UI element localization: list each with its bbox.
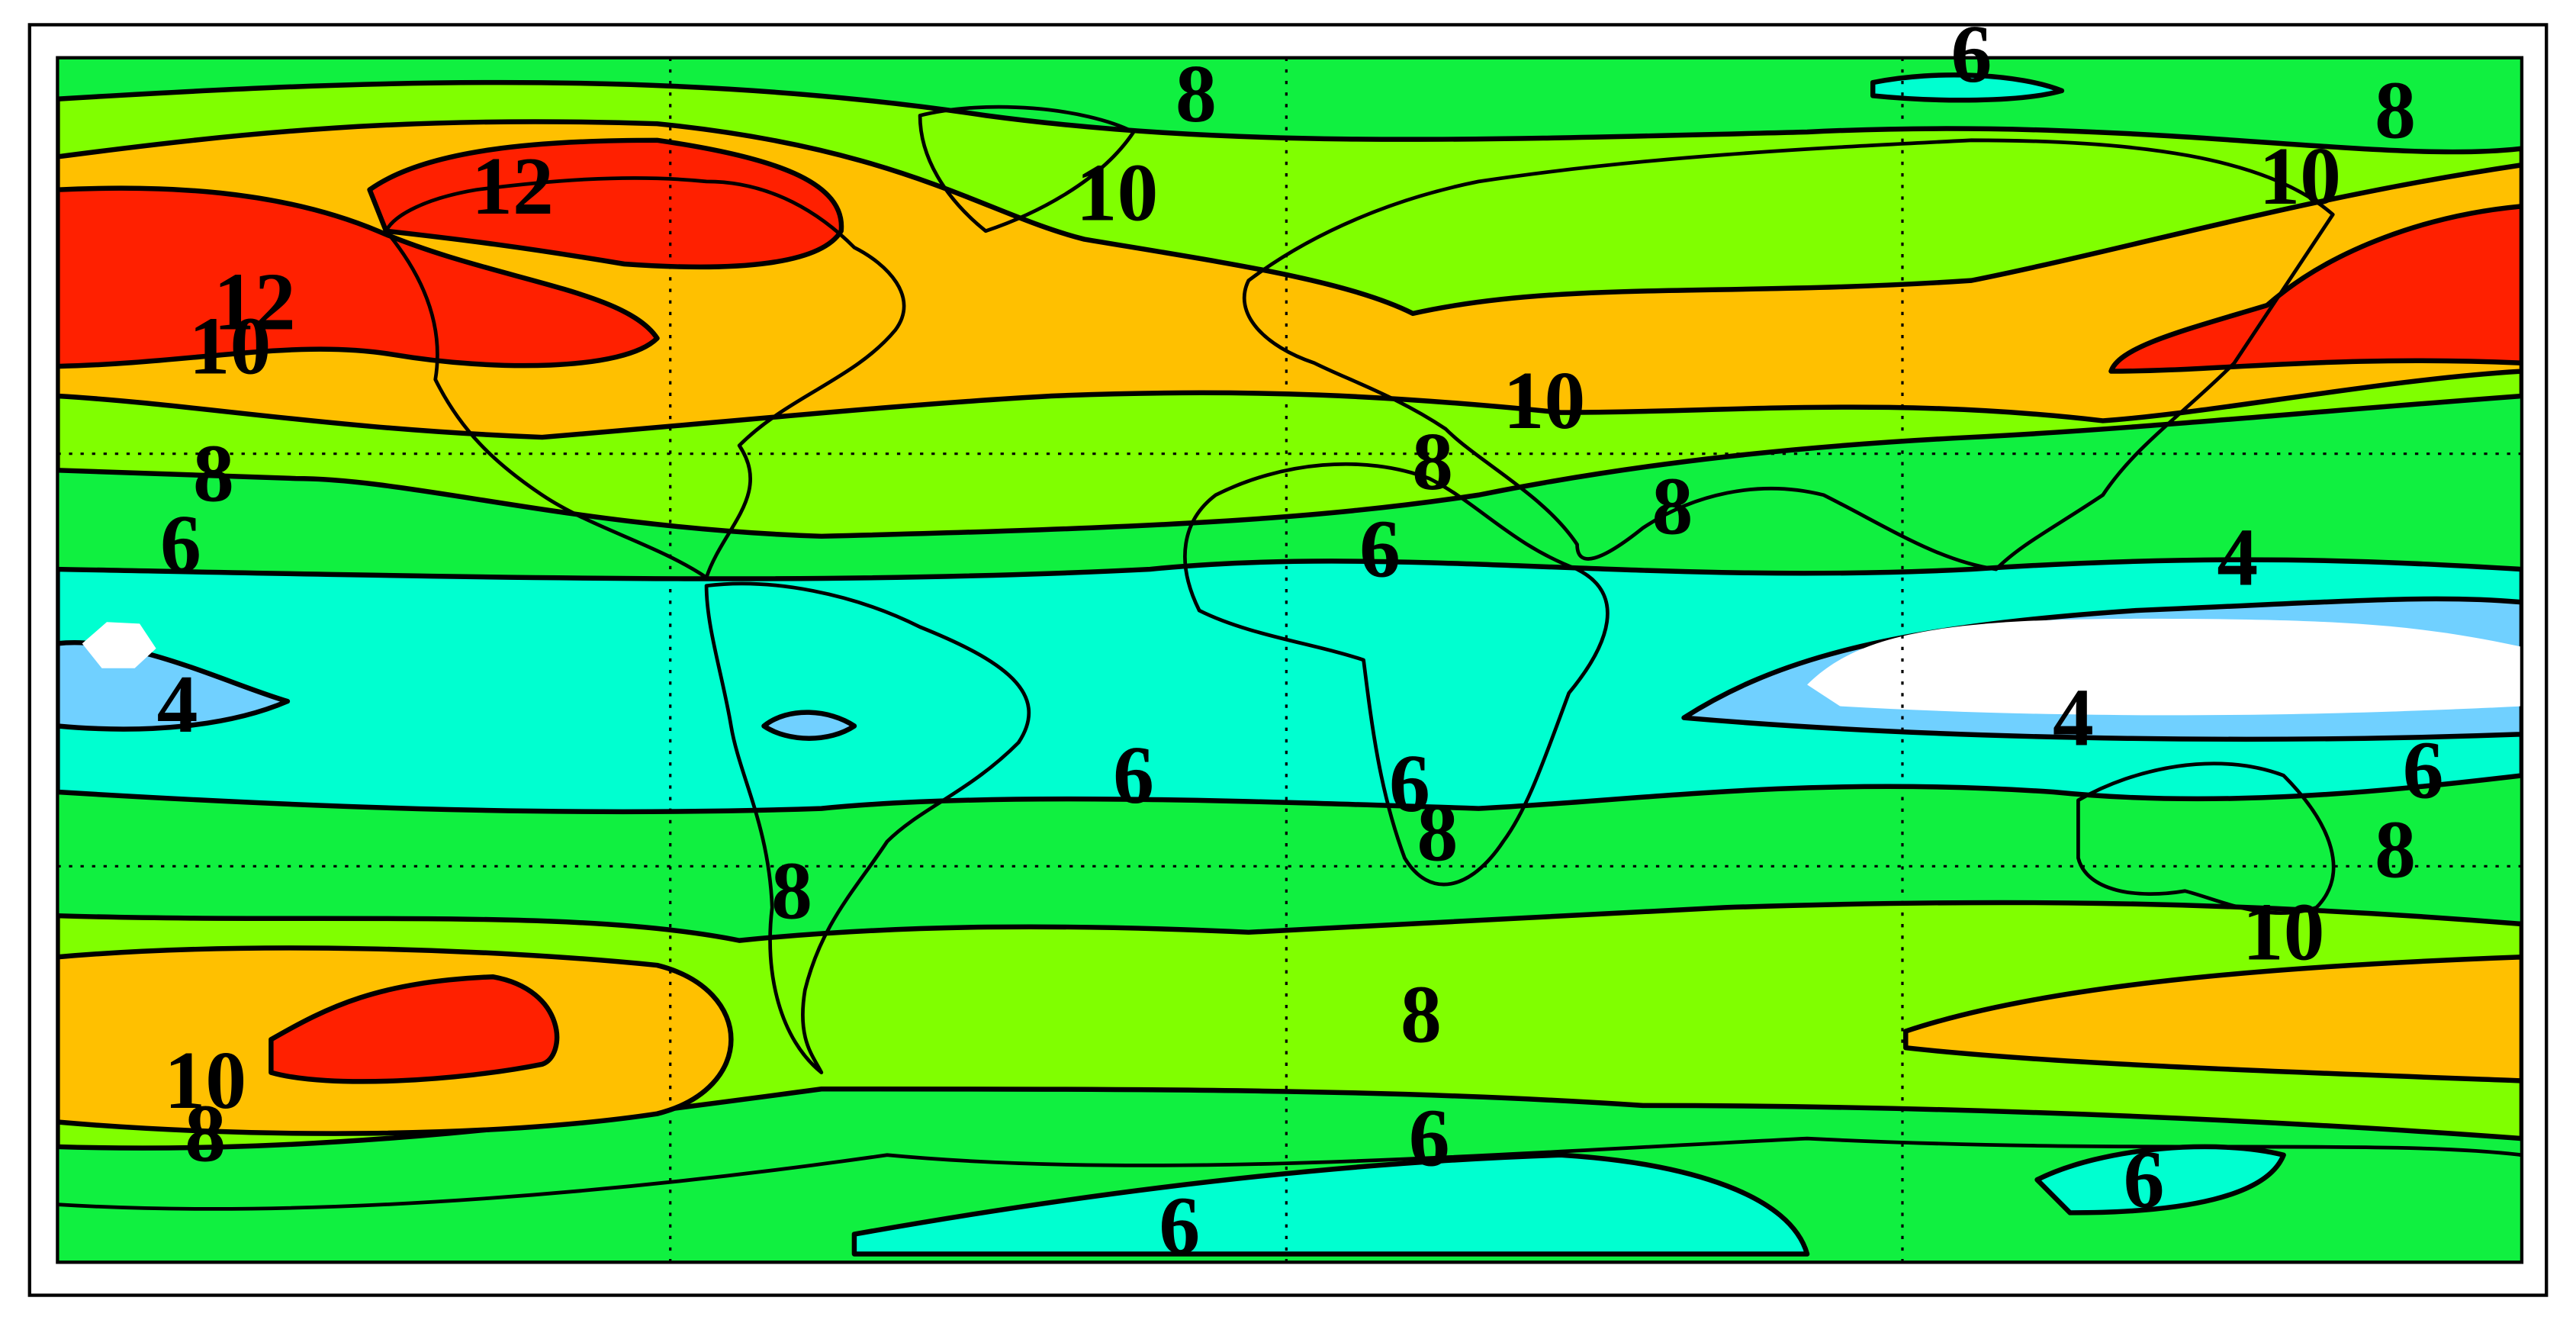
contour-label: 10 (189, 301, 272, 392)
contour-label: 6 (160, 499, 201, 590)
band-red-asia (2108, 204, 2522, 374)
patch-white-west (82, 622, 156, 668)
contour-label: 8 (1652, 461, 1693, 552)
contour-label: 4 (2217, 512, 2258, 603)
band-cyan-south (851, 1152, 1810, 1257)
field (57, 57, 2522, 1263)
contour-label: 6 (1951, 9, 1992, 100)
contour-label: 6 (1159, 1180, 1200, 1271)
patch-lightblue-amazon (761, 710, 857, 741)
coast-greenland (918, 105, 1136, 233)
coastlines (57, 105, 2522, 1211)
coast-north-america (384, 176, 906, 580)
contour-label: 10 (164, 1035, 246, 1126)
contour-label: 6 (2403, 725, 2444, 816)
contour-label: 6 (1389, 739, 1430, 829)
band-red-south (269, 974, 560, 1084)
plot-frame (56, 56, 2524, 1264)
contour-label: 8 (771, 845, 812, 936)
contour-label: 12 (214, 256, 296, 347)
band-cyan-tropics (57, 557, 2522, 815)
contour-label: 4 (2053, 672, 2094, 763)
contour-label: 8 (185, 1088, 226, 1179)
contour-label: 8 (1175, 49, 1217, 140)
coast-south-america (704, 581, 1031, 1075)
contour-label: 6 (1409, 1093, 1450, 1184)
contour-label: 6 (1113, 730, 1154, 821)
contour-label: 8 (1412, 417, 1453, 507)
contour-label: 10 (1076, 147, 1159, 238)
band-orange-south-east (1903, 955, 2522, 1083)
coast-africa (1183, 462, 1610, 887)
graticule (57, 57, 2522, 1263)
contour-label: 8 (1401, 969, 1442, 1060)
patch-cyan-arctic (1870, 72, 2065, 103)
contour-label: 4 (157, 659, 198, 750)
contour-label: 6 (1359, 504, 1401, 595)
patch-cyan-south-east (2034, 1144, 2286, 1215)
patch-white-east (1807, 618, 2522, 716)
contour-label: 10 (2259, 131, 2341, 222)
contour-label: 6 (2124, 1135, 2165, 1225)
contour-label: 10 (2243, 887, 2325, 977)
band-red-pacific (57, 185, 660, 369)
contour-label: 10 (1503, 356, 1586, 446)
band-red-canada (367, 137, 844, 270)
contour-label: 8 (193, 428, 234, 519)
coast-australia (2076, 761, 2336, 915)
contour-label: 8 (2375, 65, 2416, 156)
coast-antarctica (57, 1136, 2522, 1211)
contour-label: 12 (471, 141, 554, 232)
contour-label: 8 (2375, 804, 2416, 895)
contour-label: 8 (1417, 787, 1458, 878)
coast-eurasia (1243, 138, 2335, 571)
